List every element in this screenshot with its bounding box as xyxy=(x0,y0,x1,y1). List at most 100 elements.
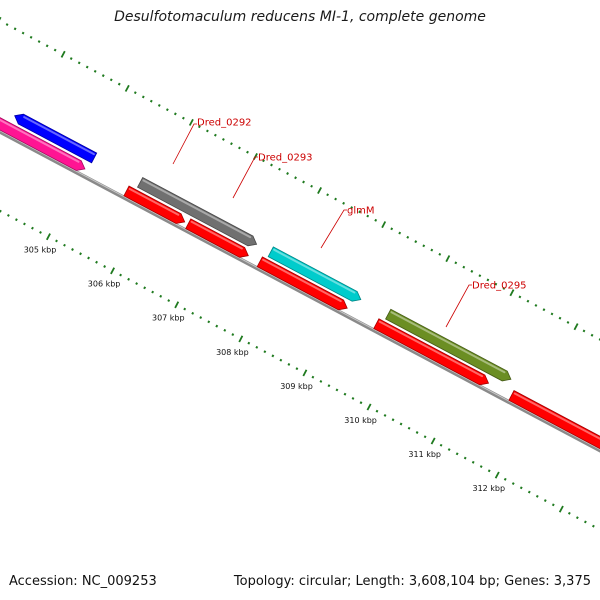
outer-minor-tick xyxy=(294,176,297,180)
outer-major-tick xyxy=(188,118,194,126)
inner-minor-tick xyxy=(143,286,147,290)
outer-minor-tick xyxy=(430,248,434,252)
inner-minor-tick xyxy=(183,307,187,311)
inner-minor-tick xyxy=(471,460,475,464)
outer-minor-tick xyxy=(69,57,73,61)
inner-minor-tick xyxy=(335,388,339,392)
outer-minor-tick xyxy=(590,333,594,337)
inner-minor-tick xyxy=(575,516,579,520)
outer-minor-tick xyxy=(101,74,105,78)
accession-text: Accession: NC_009253 xyxy=(9,574,157,589)
outer-minor-tick xyxy=(230,142,233,146)
outer-minor-tick xyxy=(182,116,185,120)
gene-feature-0-highlight xyxy=(23,116,95,156)
inner-minor-tick xyxy=(399,422,403,426)
inner-major-tick xyxy=(558,505,564,513)
outer-major-tick xyxy=(445,255,451,263)
backbone-line xyxy=(0,129,600,453)
outer-minor-tick xyxy=(582,329,586,333)
gene-feature-8 xyxy=(373,318,490,386)
outer-minor-tick xyxy=(422,244,426,248)
inner-minor-tick xyxy=(207,320,211,324)
outer-major-tick xyxy=(573,323,579,331)
inner-minor-tick xyxy=(7,214,10,217)
tick-label: 306 kbp xyxy=(88,280,121,289)
outer-major-tick xyxy=(509,289,515,297)
inner-minor-tick xyxy=(383,413,387,417)
map-title: Desulfotomaculum reducens MI-1, complete… xyxy=(114,9,486,25)
inner-minor-tick xyxy=(415,431,419,434)
outer-minor-tick xyxy=(478,274,482,278)
dred-0295-label: Dred_0295 xyxy=(472,281,527,292)
inner-minor-tick xyxy=(511,482,515,486)
outer-minor-tick xyxy=(117,82,121,86)
glmm-label: glmM xyxy=(347,206,375,217)
inner-minor-tick xyxy=(255,345,259,349)
genome-summary-text: Topology: circular; Length: 3,608,104 bp… xyxy=(233,574,591,589)
backbone-highlight xyxy=(0,130,600,450)
inner-minor-tick xyxy=(327,384,331,388)
tick-label: 310 kbp xyxy=(344,416,377,425)
gene-feature-9-highlight xyxy=(513,392,600,440)
outer-minor-tick xyxy=(109,78,113,82)
outer-minor-tick xyxy=(5,23,9,26)
outer-minor-tick xyxy=(310,184,313,188)
outer-minor-tick xyxy=(165,108,169,112)
dred-0292-feature xyxy=(136,176,258,247)
outer-minor-tick xyxy=(494,282,498,286)
tick-label: 311 kbp xyxy=(408,450,441,459)
inner-minor-tick xyxy=(551,503,555,507)
inner-minor-tick xyxy=(351,397,355,400)
gene-feature-1-highlight xyxy=(0,119,80,163)
outer-minor-tick xyxy=(374,218,378,222)
inner-minor-tick xyxy=(95,260,98,264)
dred-0295-feature-highlight xyxy=(390,311,506,374)
inner-minor-tick xyxy=(592,524,595,528)
outer-major-tick xyxy=(0,16,2,21)
outer-minor-tick xyxy=(454,261,458,265)
inner-minor-tick xyxy=(584,520,587,524)
inner-minor-tick xyxy=(231,333,235,337)
inner-minor-tick xyxy=(343,392,347,396)
outer-minor-tick xyxy=(486,278,490,282)
outer-minor-tick xyxy=(278,167,281,171)
inner-minor-tick xyxy=(39,231,42,234)
dred-0292-feature-highlight xyxy=(142,179,252,239)
outer-minor-tick xyxy=(29,35,33,39)
gene-feature-8-highlight xyxy=(378,320,484,378)
backbone-layer xyxy=(0,129,600,453)
inner-minor-tick xyxy=(71,248,74,251)
dred-0293-feature-highlight xyxy=(190,220,243,250)
inner-minor-tick xyxy=(447,448,451,452)
inner-major-tick xyxy=(366,403,372,411)
tick-label: 307 kbp xyxy=(152,314,185,323)
outer-minor-tick xyxy=(262,159,265,163)
inner-minor-tick xyxy=(167,299,171,302)
inner-minor-tick xyxy=(271,354,275,358)
inner-minor-tick xyxy=(247,341,251,345)
inner-minor-tick xyxy=(119,273,122,277)
inner-minor-tick xyxy=(487,469,491,473)
outer-minor-tick xyxy=(238,146,241,150)
outer-minor-tick xyxy=(133,91,137,95)
inner-minor-tick xyxy=(311,375,315,379)
inner-minor-tick xyxy=(15,218,18,222)
inner-minor-tick xyxy=(215,324,219,328)
outer-major-tick xyxy=(317,186,322,195)
inner-minor-tick xyxy=(439,443,443,447)
outer-minor-tick xyxy=(214,133,217,137)
inner-minor-tick xyxy=(463,456,467,460)
dred-0293-leader-line xyxy=(232,156,258,199)
outer-major-tick xyxy=(381,221,387,229)
outer-minor-tick xyxy=(302,180,305,184)
outer-minor-tick xyxy=(157,103,161,107)
outer-minor-tick xyxy=(198,125,201,129)
outer-major-tick xyxy=(124,84,130,92)
outer-minor-tick xyxy=(534,303,538,307)
inner-minor-tick xyxy=(151,290,155,294)
inner-major-tick xyxy=(238,335,244,343)
outer-minor-tick xyxy=(566,321,570,324)
inner-minor-tick xyxy=(223,328,227,332)
